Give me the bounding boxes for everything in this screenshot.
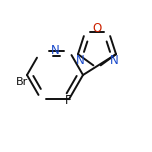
Text: N: N: [110, 54, 118, 67]
Text: Br: Br: [16, 77, 28, 87]
Text: O: O: [92, 21, 102, 35]
Text: N: N: [51, 43, 59, 57]
Text: N: N: [76, 54, 84, 67]
Text: F: F: [65, 93, 71, 107]
